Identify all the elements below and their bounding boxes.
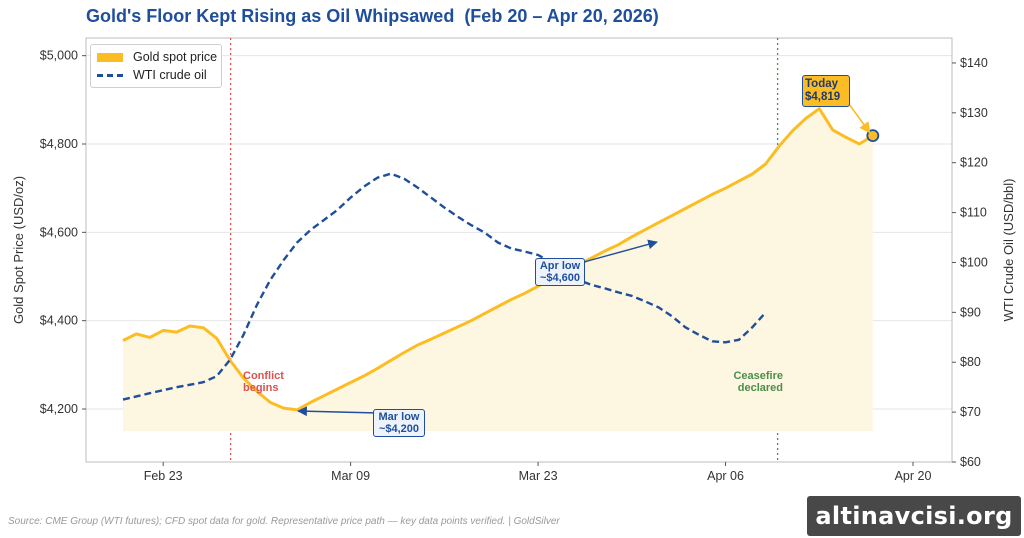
ceasefire-callout-line2: declared xyxy=(737,382,783,394)
today-callout-line1: Today xyxy=(805,78,839,90)
legend-item-gold: Gold spot price xyxy=(97,50,217,64)
apr-low-callout-line2: ~$4,600 xyxy=(539,272,581,284)
y2-tick-label: $60 xyxy=(960,455,981,469)
ceasefire-callout: Ceasefire declared xyxy=(733,370,783,394)
y2-tick-label: $110 xyxy=(960,206,987,220)
x-tick-label: Apr 06 xyxy=(707,469,744,483)
legend-swatch-gold xyxy=(97,52,123,62)
mar-low-callout-line2: ~$4,200 xyxy=(378,423,420,435)
x-tick-label: Feb 23 xyxy=(144,469,183,483)
x-tick-label: Mar 23 xyxy=(519,469,558,483)
legend-swatch-oil xyxy=(97,73,123,77)
chart-legend: Gold spot price WTI crude oil xyxy=(90,44,222,88)
legend-label-oil: WTI crude oil xyxy=(133,68,207,82)
y2-tick-label: $140 xyxy=(960,56,988,70)
legend-label-gold: Gold spot price xyxy=(133,50,218,64)
plot-frame xyxy=(85,37,953,463)
apr-low-arrow xyxy=(583,239,658,263)
y2-tick-label: $130 xyxy=(960,106,988,120)
chart-title: Gold's Floor Kept Rising as Oil Whipsawe… xyxy=(86,6,659,26)
y2-tick-label: $80 xyxy=(960,355,981,369)
x-tick-label: Apr 20 xyxy=(895,469,932,483)
x-tick-label: Mar 09 xyxy=(331,469,370,483)
gold-series-line xyxy=(122,107,874,412)
oil-series-line xyxy=(122,172,767,401)
mar-low-arrow xyxy=(297,406,379,417)
legend-item-oil: WTI crude oil xyxy=(97,68,207,82)
y-axis-title: Gold Spot Price (USD/oz) xyxy=(11,176,26,324)
conflict-callout: Conflict begins xyxy=(243,370,284,394)
y2-axis-title: WTI Crude Oil (USD/bbl) xyxy=(1001,178,1016,321)
y-tick-label: $4,600 xyxy=(40,225,78,239)
y2-tick-label: $100 xyxy=(960,255,988,269)
y2-tick-label: $90 xyxy=(960,305,981,319)
y-tick-label: $4,200 xyxy=(40,402,78,416)
today-arrow xyxy=(845,99,871,134)
mar-low-callout-line1: Mar low xyxy=(378,411,420,423)
mar-low-callout: Mar low ~$4,200 xyxy=(373,409,425,437)
source-note: Source: CME Group (WTI futures); CFD spo… xyxy=(8,516,560,527)
gold-area-fill xyxy=(123,108,873,432)
today-callout: Today $4,819 xyxy=(802,75,850,107)
y2-tick-label: $120 xyxy=(960,156,988,170)
y-tick-label: $4,800 xyxy=(40,137,78,151)
conflict-callout-line1: Conflict xyxy=(243,370,284,382)
y2-tick-label: $70 xyxy=(960,405,981,419)
y-tick-label: $5,000 xyxy=(40,49,78,63)
today-callout-line2: $4,819 xyxy=(805,91,841,103)
watermark-badge: altinavcisi.org xyxy=(807,496,1021,536)
conflict-callout-line2: begins xyxy=(243,382,279,394)
ceasefire-callout-line1: Ceasefire xyxy=(733,370,783,382)
apr-low-callout: Apr low ~$4,600 xyxy=(535,258,585,286)
apr-low-callout-line1: Apr low xyxy=(539,260,581,272)
y-tick-label: $4,400 xyxy=(40,314,78,328)
